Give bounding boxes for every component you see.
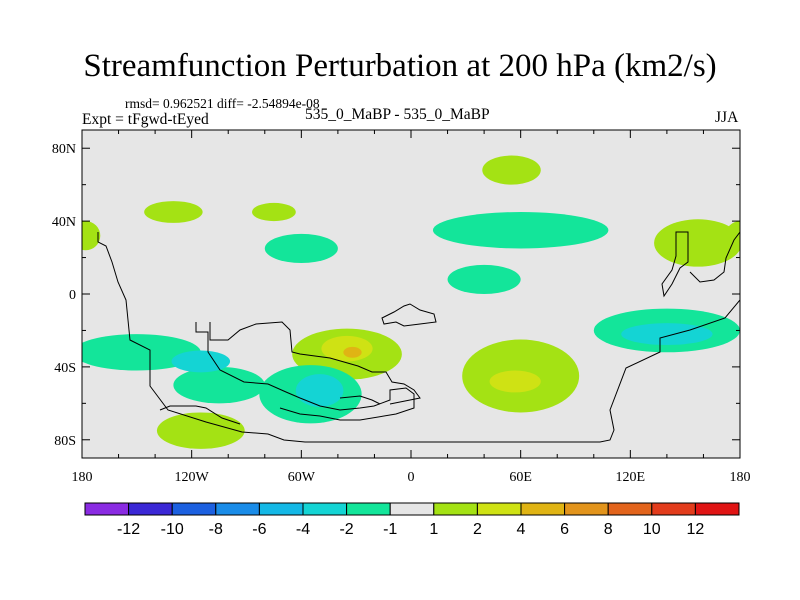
contour-region xyxy=(264,233,338,264)
colorbar-label: -12 xyxy=(117,521,140,538)
continent-outlines xyxy=(97,231,740,443)
colorbar-swatch xyxy=(433,502,478,516)
indonesia-outline xyxy=(381,303,437,327)
colorbar-label: 2 xyxy=(473,521,482,538)
chart-title: Streamfunction Perturbation at 200 hPa (… xyxy=(83,48,717,84)
australia-outline xyxy=(209,321,421,405)
rmsd-stats: rmsd= 0.962521 diff= -2.54894e-08 xyxy=(125,96,320,111)
colorbar-label: 8 xyxy=(604,521,613,538)
plot-background xyxy=(82,130,740,458)
colorbar-swatch xyxy=(694,502,740,516)
colorbar-swatch xyxy=(564,502,609,516)
colorbar-label: -4 xyxy=(296,521,310,538)
colorbar-label: -1 xyxy=(383,521,397,538)
experiment-label: Expt = tFgwd-tEyed xyxy=(82,111,209,128)
chart-subtitle: 535_0_MaBP - 535_0_MaBP xyxy=(305,106,490,123)
y-tick-label: 80N xyxy=(52,142,76,157)
contour-region xyxy=(295,374,344,407)
antarctic-peninsula-outline xyxy=(159,405,241,425)
colorbar-swatch xyxy=(389,502,435,516)
colorbar-label: 12 xyxy=(687,521,705,538)
x-tick-label: 0 xyxy=(408,470,415,485)
colorbar-swatch xyxy=(651,502,696,516)
season-label: JJA xyxy=(715,109,739,126)
south-america-outline xyxy=(97,232,740,443)
africa-outline xyxy=(195,322,415,421)
colorbar-label: -2 xyxy=(339,521,353,538)
x-tick-label: 120E xyxy=(616,470,646,485)
contour-fills xyxy=(82,155,740,449)
contour-region xyxy=(447,264,521,294)
mexico-outline xyxy=(661,231,689,298)
colorbar-swatch xyxy=(171,502,217,516)
colorbar-swatch xyxy=(476,502,522,516)
contour-region xyxy=(82,334,201,371)
colorbar-label: 10 xyxy=(643,521,661,538)
contour-region xyxy=(482,155,541,185)
colorbar-swatch xyxy=(258,502,304,516)
contour-region xyxy=(343,346,362,358)
contour-region xyxy=(725,221,740,251)
colorbar-label: 1 xyxy=(429,521,438,538)
colorbar: -12 -10 -8 -6 -4 -2 -1 1 2 4 6 8 10 12 xyxy=(84,502,740,538)
contour-region xyxy=(621,323,713,346)
contour-region xyxy=(251,202,296,222)
y-tick-label: 40N xyxy=(52,215,76,230)
axes: 180 120W 60W 0 60E 120E 180 80N 40N 0 40S 80S xyxy=(52,130,751,485)
antarctic-shelf-outline xyxy=(339,395,381,405)
colorbar-label: 6 xyxy=(560,521,569,538)
y-tick-label: 40S xyxy=(54,361,76,376)
x-tick-label: 180 xyxy=(730,470,751,485)
colorbar-label: -10 xyxy=(161,521,184,538)
y-tick-label: 80S xyxy=(54,434,76,449)
colorbar-label: -8 xyxy=(209,521,223,538)
contour-region xyxy=(432,212,609,249)
colorbar-swatch xyxy=(215,502,260,516)
colorbar-label: 4 xyxy=(517,521,526,538)
contour-region xyxy=(173,366,265,404)
contour-region xyxy=(489,370,541,393)
north-america-east-outline xyxy=(689,231,740,283)
colorbar-swatch xyxy=(520,502,566,516)
colorbar-label: -6 xyxy=(252,521,266,538)
y-tick-label: 0 xyxy=(69,288,76,303)
colorbar-swatch xyxy=(346,502,391,516)
contour-region xyxy=(144,201,203,223)
colorbar-swatch xyxy=(607,502,653,516)
x-tick-label: 120W xyxy=(175,470,210,485)
x-tick-label: 60E xyxy=(509,470,532,485)
colorbar-swatch xyxy=(128,502,173,516)
x-tick-label: 60W xyxy=(288,470,316,485)
contour-region xyxy=(82,221,101,251)
colorbar-swatch xyxy=(84,502,130,516)
colorbar-swatch xyxy=(302,502,348,516)
contour-region xyxy=(171,350,231,373)
contour-region xyxy=(156,412,245,449)
x-tick-label: 180 xyxy=(72,470,93,485)
